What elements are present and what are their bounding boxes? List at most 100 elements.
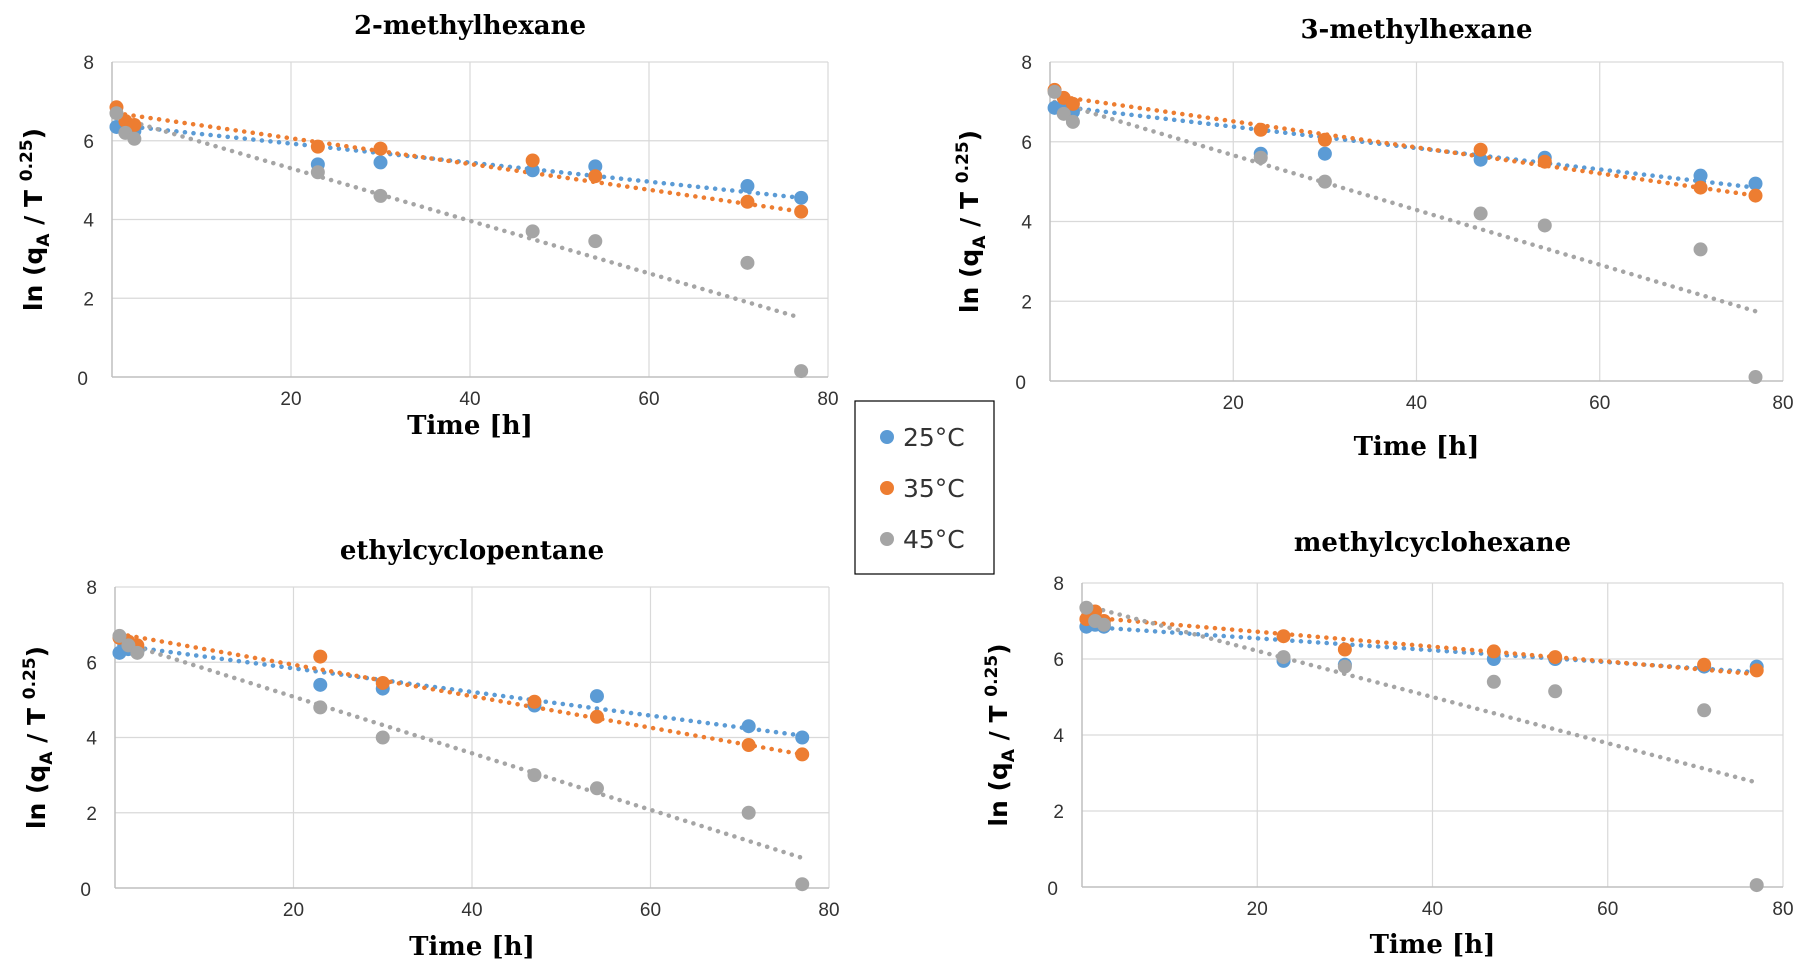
x-tick-label: 40: [461, 900, 482, 921]
data-point-series-1: [1317, 146, 1332, 161]
x-axis-label: Time [h]: [409, 932, 535, 962]
y-tick-label: 6: [1021, 133, 1032, 154]
origin-tick-label: 0: [77, 369, 88, 390]
data-point-series-2: [1276, 629, 1291, 644]
data-point-series-3: [375, 730, 390, 745]
y-tick-label: 6: [1053, 650, 1064, 671]
chart-title: methylcyclohexane: [1294, 528, 1571, 558]
data-point-series-3: [1537, 218, 1552, 233]
data-point-series-2: [1486, 644, 1501, 659]
trendline-1: [117, 643, 805, 738]
y-tick-label: 2: [1021, 292, 1032, 313]
data-point-series-3: [130, 645, 145, 660]
x-tick-label: 60: [638, 389, 659, 410]
x-tick-label: 20: [1223, 393, 1244, 414]
data-point-series-1: [741, 719, 756, 734]
data-point-series-3: [1065, 114, 1080, 129]
y-tick-label: 8: [86, 578, 97, 599]
x-tick-label: 80: [818, 900, 839, 921]
data-point-series-3: [109, 106, 124, 121]
data-point-series-2: [1748, 188, 1763, 203]
y-axis-label: ln (qA / T 0.25): [17, 128, 54, 311]
data-point-series-2: [1253, 122, 1268, 137]
data-point-series-3: [1693, 242, 1708, 257]
trendline-3: [1052, 99, 1758, 314]
data-point-series-3: [1473, 206, 1488, 221]
trendline-2: [1084, 614, 1759, 677]
data-point-series-2: [1537, 154, 1552, 169]
data-point-series-3: [313, 700, 328, 715]
x-axis-label: Time [h]: [1354, 432, 1480, 462]
trendline-3: [1084, 603, 1759, 785]
y-tick-label: 8: [1053, 574, 1064, 595]
y-axis-label: ln (qA / T 0.25): [20, 646, 57, 829]
data-point-series-3: [1096, 617, 1111, 632]
data-point-series-1: [588, 159, 603, 174]
data-point-series-3: [1056, 106, 1071, 121]
data-point-series-1: [313, 677, 328, 692]
legend: 25°C 35°C 45°C: [854, 400, 995, 575]
y-tick-label: 2: [86, 804, 97, 825]
x-tick-label: 60: [640, 900, 661, 921]
legend-box: [854, 400, 995, 575]
data-point-series-2: [310, 139, 325, 154]
data-point-series-2: [794, 204, 809, 219]
chart-title: 3-methylhexane: [1300, 15, 1532, 45]
data-point-series-3: [740, 255, 755, 270]
data-point-series-3: [1749, 878, 1764, 893]
legend-label-1: 25°C: [903, 423, 965, 452]
data-point-series-2: [588, 169, 603, 184]
legend-label-3: 45°C: [903, 525, 965, 554]
data-point-series-3: [1317, 174, 1332, 189]
data-point-series-2: [1548, 650, 1563, 665]
data-point-series-2: [373, 141, 388, 156]
y-tick-label: 4: [1021, 213, 1032, 234]
data-point-series-3: [794, 364, 809, 379]
legend-marker-3: [880, 532, 894, 546]
data-point-series-2: [1317, 132, 1332, 147]
chart-title: 2-methylhexane: [354, 11, 586, 41]
data-point-series-2: [375, 675, 390, 690]
chart-title: ethylcyclopentane: [340, 536, 604, 566]
data-point-series-2: [740, 194, 755, 209]
y-axis-label: ln (qA / T 0.25): [982, 643, 1019, 826]
data-point-series-3: [373, 188, 388, 203]
y-tick-label: 8: [1021, 53, 1032, 74]
data-point-series-1: [794, 190, 809, 205]
data-point-series-3: [1276, 650, 1291, 665]
x-axis-label: Time [h]: [1370, 930, 1496, 960]
data-point-series-3: [795, 877, 810, 892]
data-point-series-1: [525, 163, 540, 178]
y-tick-label: 2: [1053, 802, 1064, 823]
data-point-series-1: [1693, 168, 1708, 183]
data-point-series-2: [525, 153, 540, 168]
data-point-series-1: [589, 689, 604, 704]
data-point-series-2: [795, 747, 810, 762]
data-point-series-1: [740, 179, 755, 194]
x-axis-label: Time [h]: [407, 411, 533, 441]
data-point-series-2: [741, 738, 756, 753]
data-point-series-1: [373, 155, 388, 170]
trendline-2: [114, 110, 804, 214]
y-tick-label: 8: [83, 53, 94, 74]
data-point-series-3: [525, 224, 540, 239]
x-tick-label: 20: [283, 900, 304, 921]
x-tick-label: 60: [1589, 393, 1610, 414]
x-tick-label: 60: [1597, 899, 1618, 920]
trendline-3: [117, 639, 805, 861]
legend-marker-1: [880, 430, 894, 444]
data-point-series-3: [1337, 659, 1352, 674]
data-point-series-3: [1486, 674, 1501, 689]
origin-tick-label: 0: [1047, 879, 1058, 900]
data-point-series-3: [1697, 703, 1712, 718]
x-tick-label: 20: [280, 389, 301, 410]
origin-tick-label: 0: [80, 880, 91, 901]
data-point-series-3: [527, 768, 542, 783]
data-point-series-2: [313, 649, 328, 664]
data-point-series-2: [589, 709, 604, 724]
data-point-series-2: [527, 694, 542, 709]
data-point-series-3: [1079, 600, 1094, 615]
